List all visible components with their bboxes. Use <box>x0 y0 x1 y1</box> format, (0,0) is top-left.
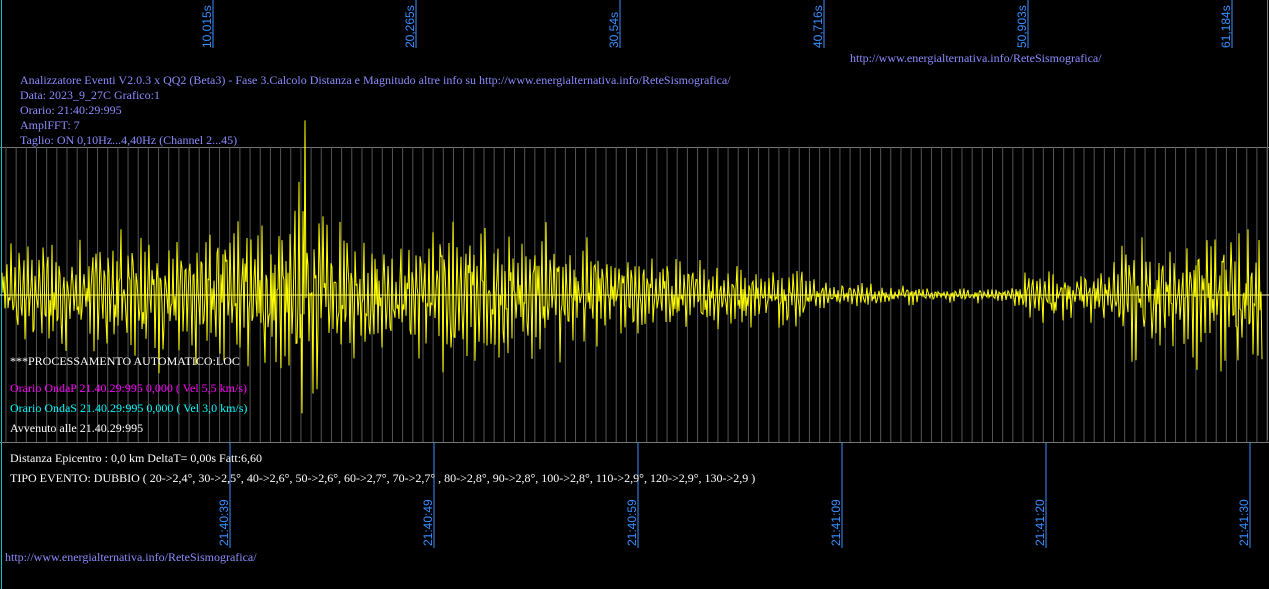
bottom-tick-label: 21:40:59 <box>625 499 639 546</box>
ampl-info: AmplFFT: 7 <box>20 118 80 132</box>
top-tick-label: 61,184s <box>1219 5 1233 48</box>
bottom-tick-label: 21:41:30 <box>1237 499 1251 546</box>
epicenter-distance: Distanza Epicentro : 0,0 km DeltaT= 0,00… <box>10 451 263 465</box>
p-wave-time: Orario OndaP 21.40.29:995 0,000 ( Vel 5,… <box>10 381 247 395</box>
analyzer-title: Analizzatore Eventi V2.0.3 x QQ2 (Beta3)… <box>20 73 731 87</box>
time-info: Orario: 21:40:29:995 <box>20 103 122 117</box>
top-url-link[interactable]: http://www.energialternativa.info/ReteSi… <box>850 51 1102 65</box>
seismic-trace <box>1 120 1263 414</box>
date-info: Data: 2023_9_27C Grafico:1 <box>20 88 160 102</box>
bottom-tick-label: 21:41:09 <box>829 499 843 546</box>
top-tick-label: 50,903s <box>1015 5 1029 48</box>
top-tick-label: 30,54s <box>607 12 621 48</box>
top-tick-label: 40,716s <box>811 5 825 48</box>
bottom-tick-label: 21:40:49 <box>421 499 435 546</box>
s-wave-time: Orario OndaS 21.40.29:995 0,000 ( Vel 3,… <box>10 401 248 415</box>
filter-info: Taglio: ON 0,10Hz...4,40Hz (Channel 2...… <box>20 133 238 147</box>
processing-title: ***PROCESSAMENTO AUTOMATICO:LOC <box>10 354 240 368</box>
event-type: TIPO EVENTO: DUBBIO ( 20->2,4°, 30->2,5°… <box>10 471 756 485</box>
bottom-tick-label: 21:41:20 <box>1033 499 1047 546</box>
top-tick-label: 10,015s <box>200 5 214 48</box>
bottom-tick-label: 21:40:39 <box>217 499 231 546</box>
top-tick-label: 20,265s <box>403 5 417 48</box>
event-time: Avvenuto alle 21.40.29:995 <box>10 421 144 435</box>
bottom-url-link[interactable]: http://www.energialternativa.info/ReteSi… <box>5 550 257 564</box>
